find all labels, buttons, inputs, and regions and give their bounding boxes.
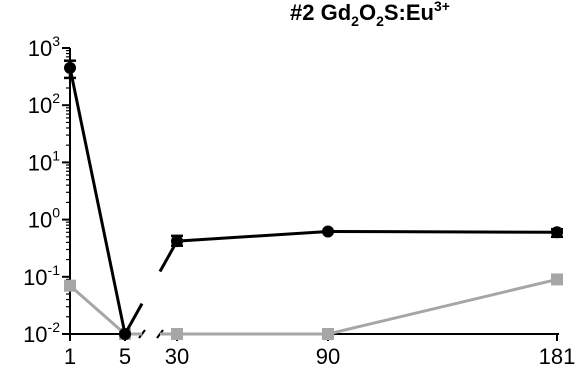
data-point [551, 273, 563, 286]
data-point [171, 328, 183, 340]
data-point [171, 235, 183, 248]
series-line [327, 229, 558, 234]
data-point [321, 225, 334, 238]
series-line [68, 67, 127, 335]
series-layer [64, 59, 563, 340]
series-1 [64, 59, 563, 340]
y-tick-label: 10-2 [23, 319, 60, 347]
data-point [551, 226, 563, 239]
data-point [64, 279, 76, 292]
axes: 10-2 10-1 100 101 102 103 1 5 30 90 181 [23, 33, 575, 369]
series-2 [64, 273, 563, 340]
x-tick-label: 1 [64, 344, 76, 369]
data-point [321, 328, 334, 340]
x-tick-label: 181 [539, 344, 576, 369]
data-point [64, 61, 76, 74]
x-tick-label: 5 [119, 344, 131, 369]
series-line [327, 277, 558, 336]
data-point [119, 328, 131, 340]
y-tick-label: 10-1 [23, 262, 60, 290]
series-line [69, 284, 126, 336]
chart-title: #2 Gd2O2S:Eu3+ [290, 0, 450, 29]
series-line [176, 229, 329, 243]
y-tick-label: 100 [28, 205, 60, 233]
x-tick-label: 90 [316, 344, 340, 369]
x-tick-label: 30 [165, 344, 189, 369]
y-tick-label: 101 [28, 147, 60, 175]
y-tick-label: 102 [28, 90, 60, 118]
y-tick-label: 103 [28, 33, 60, 61]
